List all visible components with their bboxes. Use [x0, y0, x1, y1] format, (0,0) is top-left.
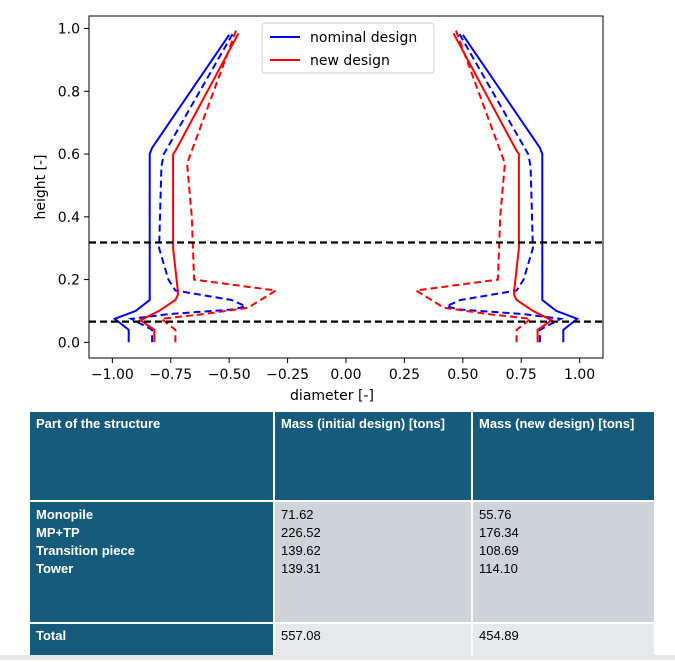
- y-tick-label: 0.0: [58, 335, 80, 351]
- legend-box: [261, 22, 435, 74]
- initial-tower: 139.31: [281, 561, 321, 576]
- part-monopile: Monopile: [36, 507, 94, 522]
- x-tick-label: 0.00: [330, 367, 361, 383]
- legend-label: nominal design: [310, 30, 417, 46]
- series-line-5: [443, 31, 565, 343]
- parts-cell: Monopile MP+TP Transition piece Tower: [28, 500, 275, 624]
- series-line-1: [127, 31, 249, 343]
- header-initial-mass: Mass (initial design) [tons]: [273, 410, 473, 502]
- x-tick-label: 0.50: [447, 367, 478, 383]
- part-transition-piece: Transition piece: [36, 543, 135, 558]
- series-line-7: [413, 29, 534, 343]
- series-line-0: [112, 34, 231, 343]
- table-row: Monopile MP+TP Transition piece Tower 71…: [28, 500, 656, 624]
- x-tick-label: −0.25: [266, 367, 309, 383]
- x-tick-label: −0.75: [149, 367, 192, 383]
- x-tick-label: −0.50: [208, 367, 251, 383]
- table-header-row: Part of the structure Mass (initial desi…: [28, 410, 656, 502]
- x-tick-label: 0.75: [506, 367, 537, 383]
- new-transition-piece: 108.69: [479, 543, 519, 558]
- part-mp-tp: MP+TP: [36, 525, 80, 540]
- x-tick-label: 1.00: [564, 367, 595, 383]
- mass-table: Part of the structure Mass (initial desi…: [28, 410, 656, 662]
- y-tick-label: 0.6: [58, 147, 80, 163]
- x-axis-label: diameter [-]: [290, 388, 374, 404]
- series-line-4: [461, 34, 580, 343]
- diameter-height-chart: −1.00 −0.75 −0.50 −0.25 0.00 0.25 0.50 0.75 1.00…: [33, 15, 604, 404]
- y-tick-label: 0.4: [58, 210, 80, 226]
- x-tick-label: −1.00: [91, 367, 134, 383]
- legend-label: new design: [310, 53, 390, 69]
- bottom-bar: [0, 655, 675, 660]
- new-mass-cell: 55.76 176.34 108.69 114.10: [471, 500, 656, 624]
- new-mp-tp: 176.34: [479, 525, 519, 540]
- series-line-2: [138, 32, 240, 343]
- header-new-mass: Mass (new design) [tons]: [471, 410, 656, 502]
- initial-mp-tp: 226.52: [281, 525, 321, 540]
- initial-transition-piece: 139.62: [281, 543, 321, 558]
- new-tower: 114.10: [479, 561, 518, 576]
- y-tick-label: 0.8: [58, 84, 80, 100]
- series-line-3: [158, 29, 279, 343]
- header-part: Part of the structure: [28, 410, 275, 502]
- y-tick-label: 1.0: [58, 22, 80, 38]
- new-monopile: 55.76: [479, 507, 512, 522]
- part-tower: Tower: [36, 561, 74, 576]
- initial-mass-cell: 71.62 226.52 139.62 139.31: [273, 500, 473, 624]
- y-axis-label: height [-]: [33, 154, 49, 219]
- y-tick-label: 0.2: [58, 273, 80, 289]
- initial-monopile: 71.62: [281, 507, 314, 522]
- series-line-6: [452, 32, 554, 343]
- x-tick-label: 0.25: [389, 367, 420, 383]
